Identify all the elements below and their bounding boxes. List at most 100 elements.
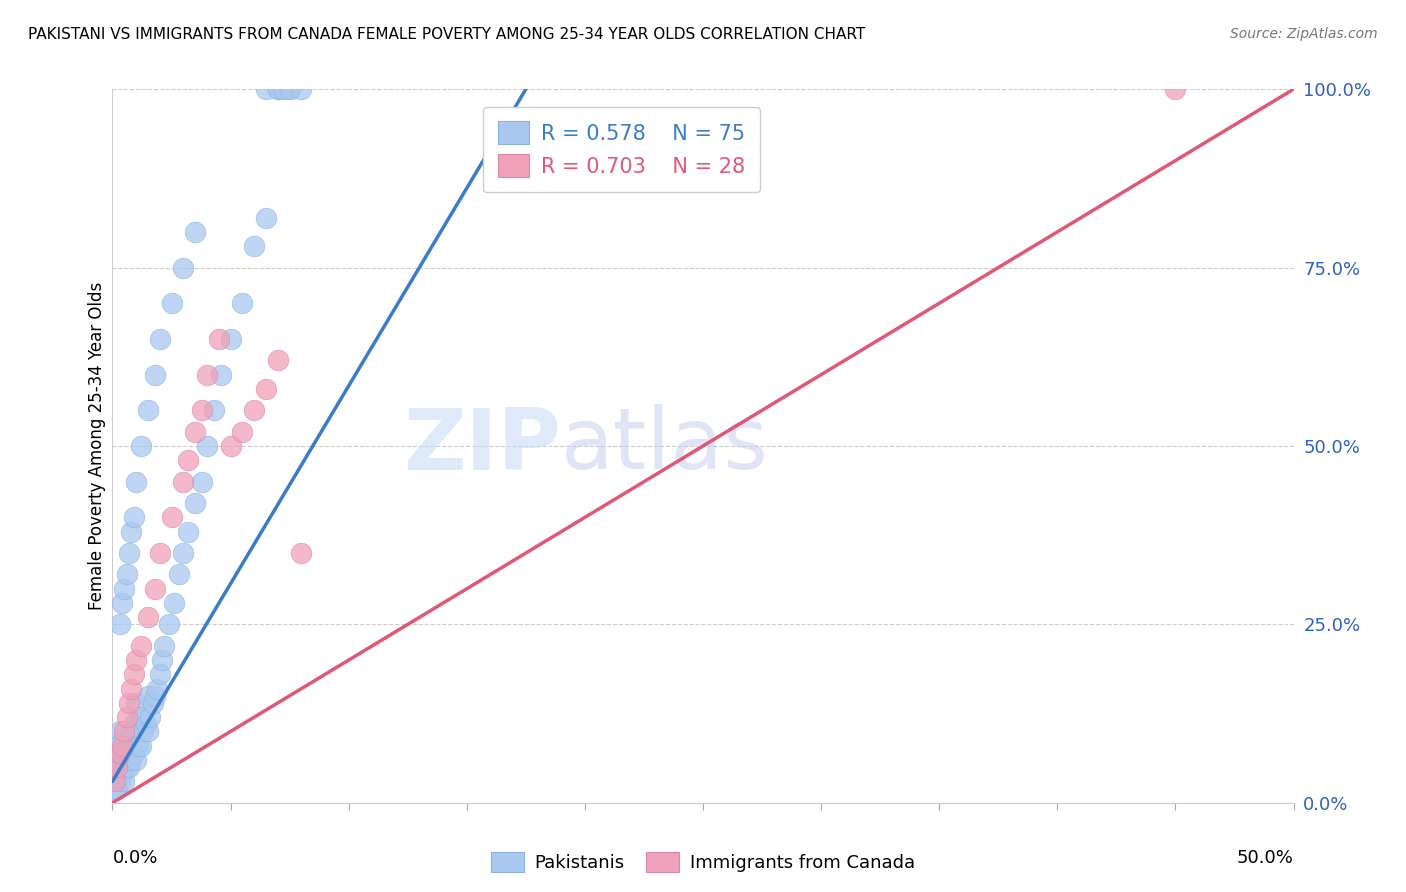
Point	[118, 546, 141, 560]
Point	[136, 689, 159, 703]
Point	[157, 617, 180, 632]
Point	[125, 653, 148, 667]
Point	[143, 368, 166, 382]
Point	[149, 667, 172, 681]
Point	[120, 524, 142, 539]
Point	[104, 774, 127, 789]
Text: PAKISTANI VS IMMIGRANTS FROM CANADA FEMALE POVERTY AMONG 25-34 YEAR OLDS CORRELA: PAKISTANI VS IMMIGRANTS FROM CANADA FEMA…	[28, 27, 865, 42]
Point	[231, 425, 253, 439]
Point	[118, 731, 141, 746]
Point	[129, 710, 152, 724]
Text: atlas: atlas	[561, 404, 769, 488]
Point	[243, 403, 266, 417]
Point	[278, 82, 301, 96]
Point	[127, 739, 149, 753]
Point	[177, 453, 200, 467]
Point	[108, 774, 131, 789]
Point	[172, 546, 194, 560]
Point	[105, 760, 128, 774]
Point	[115, 760, 138, 774]
Point	[120, 753, 142, 767]
Point	[129, 639, 152, 653]
Point	[125, 753, 148, 767]
Point	[115, 710, 138, 724]
Point	[111, 739, 134, 753]
Point	[104, 767, 127, 781]
Point	[120, 681, 142, 696]
Point	[129, 439, 152, 453]
Point	[111, 746, 134, 760]
Point	[191, 475, 214, 489]
Point	[267, 82, 290, 96]
Text: 0.0%: 0.0%	[112, 849, 157, 867]
Text: Source: ZipAtlas.com: Source: ZipAtlas.com	[1230, 27, 1378, 41]
Point	[177, 524, 200, 539]
Point	[122, 510, 145, 524]
Point	[108, 746, 131, 760]
Point	[184, 496, 207, 510]
Point	[184, 425, 207, 439]
Point	[112, 582, 135, 596]
Point	[132, 724, 155, 739]
Point	[108, 753, 131, 767]
Point	[160, 296, 183, 310]
Point	[163, 596, 186, 610]
Point	[118, 696, 141, 710]
Point	[219, 439, 242, 453]
Point	[139, 710, 162, 724]
Point	[111, 596, 134, 610]
Point	[172, 475, 194, 489]
Text: 50.0%: 50.0%	[1237, 849, 1294, 867]
Point	[1164, 82, 1187, 96]
Point	[267, 82, 290, 96]
Point	[104, 753, 127, 767]
Y-axis label: Female Poverty Among 25-34 Year Olds: Female Poverty Among 25-34 Year Olds	[87, 282, 105, 610]
Point	[136, 610, 159, 624]
Point	[105, 739, 128, 753]
Point	[118, 760, 141, 774]
Point	[122, 746, 145, 760]
Point	[209, 368, 232, 382]
Point	[278, 82, 301, 96]
Point	[149, 546, 172, 560]
Point	[271, 82, 294, 96]
Point	[136, 403, 159, 417]
Point	[112, 731, 135, 746]
Point	[122, 717, 145, 731]
Point	[267, 353, 290, 368]
Point	[219, 332, 242, 346]
Point	[167, 567, 190, 582]
Point	[112, 774, 135, 789]
Point	[160, 510, 183, 524]
Point	[290, 546, 312, 560]
Point	[125, 724, 148, 739]
Point	[150, 653, 173, 667]
Point	[108, 724, 131, 739]
Point	[108, 617, 131, 632]
Point	[142, 696, 165, 710]
Point	[254, 382, 277, 396]
Point	[111, 767, 134, 781]
Point	[105, 781, 128, 796]
Point	[105, 760, 128, 774]
Point	[195, 368, 218, 382]
Point	[146, 681, 169, 696]
Point	[243, 239, 266, 253]
Point	[191, 403, 214, 417]
Point	[115, 567, 138, 582]
Point	[153, 639, 176, 653]
Point	[195, 439, 218, 453]
Point	[125, 696, 148, 710]
Point	[104, 781, 127, 796]
Point	[122, 667, 145, 681]
Point	[112, 724, 135, 739]
Point	[231, 296, 253, 310]
Point	[172, 260, 194, 275]
Point	[254, 211, 277, 225]
Point	[290, 82, 312, 96]
Point	[143, 689, 166, 703]
Point	[112, 753, 135, 767]
Point	[149, 332, 172, 346]
Point	[120, 724, 142, 739]
Text: ZIP: ZIP	[404, 404, 561, 488]
